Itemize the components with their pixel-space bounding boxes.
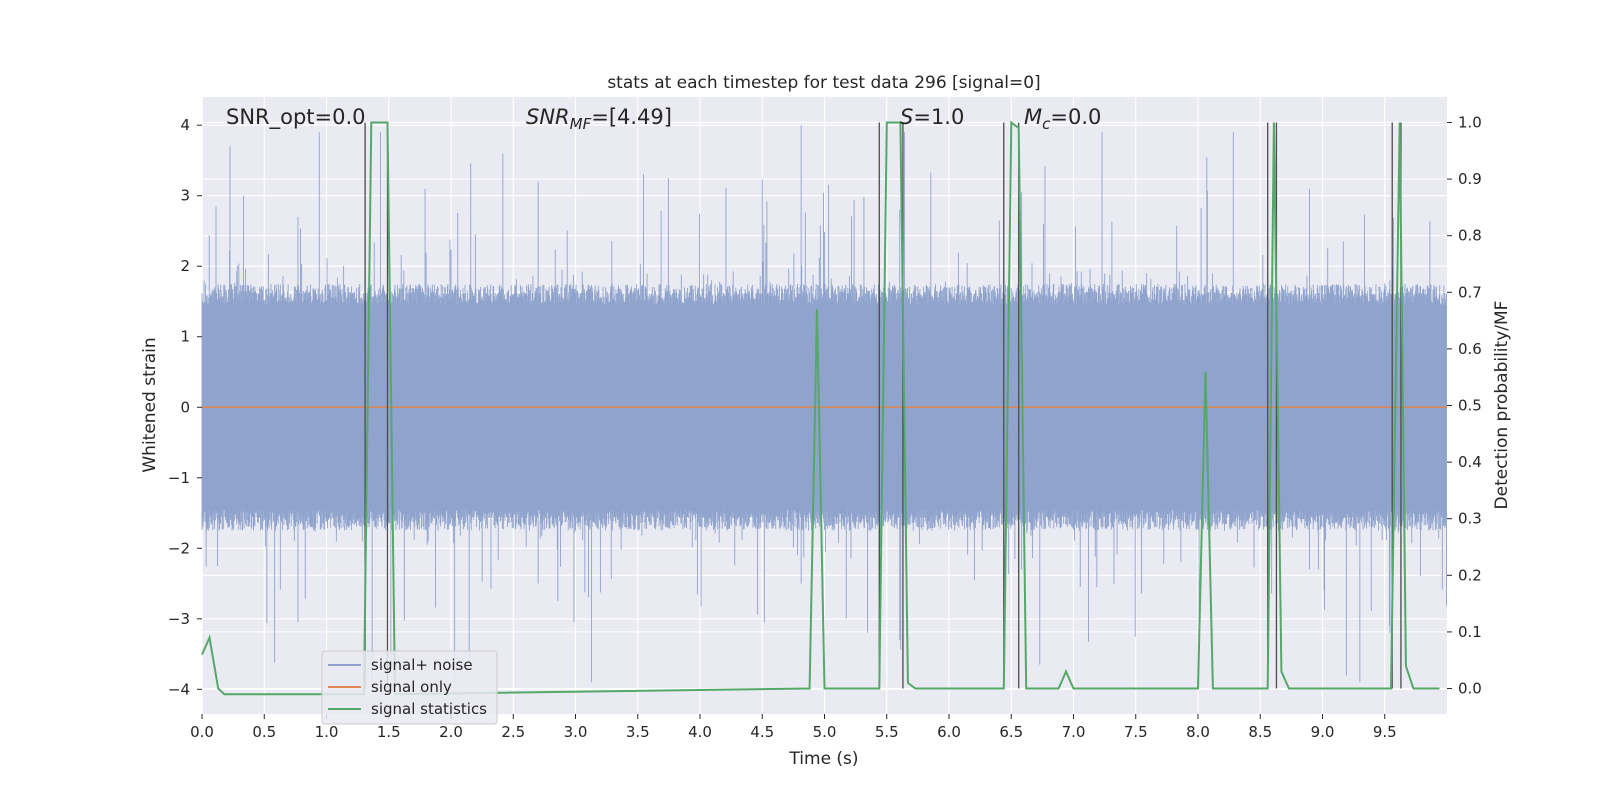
y-tick-label: 4 [180,116,190,134]
x-tick-label: 5.5 [875,723,899,741]
legend-label-signal-noise: signal+ noise [371,656,473,674]
x-tick-label: 7.5 [1124,723,1148,741]
x-tick-label: 0.5 [252,723,276,741]
noise-series [201,125,1447,683]
x-tick-label: 2.5 [501,723,525,741]
y-tick-label: −1 [168,469,190,487]
y-tick-label: −3 [168,610,190,628]
s-annotation: S=1.0 [900,105,964,129]
y-ticks: 4 3 2 1 0 −1 −2 −3 −4 [168,116,202,698]
y-tick-label: 3 [180,187,190,205]
y2-tick-label: 0.4 [1458,453,1482,471]
x-tick-label: 1.5 [377,723,401,741]
snr-mf-annotation: SNRMF=[4.49] [526,105,672,133]
signal-statistics-line [201,120,1440,696]
x-tick-label: 3.0 [564,723,588,741]
x-tick-label: 4.5 [750,723,774,741]
x-tick-label: 3.5 [626,723,650,741]
legend-label-signal-statistics: signal statistics [371,700,487,718]
x-tick-label: 8.0 [1186,723,1210,741]
y-tick-label: 2 [180,257,190,275]
x-ticks: 0.0 0.5 1.0 1.5 2.0 2.5 3.0 3.5 4.0 4.5 5.0 5.5 6.0 6… [190,714,1397,741]
y2-tick-label: 0.9 [1458,170,1482,188]
chart-title: stats at each timestep for test data 296… [607,73,1040,93]
y-tick-label: 1 [180,328,190,346]
legend: signal+ noise signal only signal statist… [321,650,498,725]
y2-tick-label: 0.1 [1458,623,1482,641]
x-tick-label: 8.5 [1248,723,1272,741]
y2-tick-label: 0.7 [1458,283,1482,301]
noise-trace [201,125,1447,683]
x-tick-label: 6.5 [999,723,1023,741]
y2-tick-label: 0.8 [1458,227,1482,245]
x-tick-label: 1.0 [315,723,339,741]
mc-annotation: Mc=0.0 [1024,105,1101,133]
legend-box [321,650,498,725]
x-tick-label: 9.5 [1373,723,1397,741]
y2-axis-label: Detection probability/MF [1492,301,1512,510]
y2-tick-label: 0.6 [1458,340,1482,358]
x-tick-label: 0.0 [190,723,214,741]
x-axis-label: Time (s) [788,749,858,769]
x-tick-label: 4.0 [688,723,712,741]
snr-opt-annotation: SNR_opt=0.0 [226,105,366,130]
legend-label-signal-only: signal only [371,678,452,696]
y2-tick-label: 0.3 [1458,510,1482,528]
y2-tick-label: 0.0 [1458,680,1482,698]
x-tick-label: 9.0 [1311,723,1335,741]
y2-ticks: 1.0 0.9 0.8 0.7 0.6 0.5 0.4 0.3 0.2 0.1 0.0 [1447,113,1482,698]
y-tick-label: −2 [168,539,190,557]
y2-tick-label: 0.2 [1458,566,1482,584]
y-tick-label: 0 [180,398,190,416]
y-axis-label: Whitened strain [140,337,160,472]
y2-tick-label: 0.5 [1458,397,1482,415]
y2-tick-label: 1.0 [1458,113,1482,131]
x-tick-label: 7.0 [1062,723,1086,741]
x-tick-label: 5.0 [813,723,837,741]
x-tick-label: 2.0 [439,723,463,741]
y-tick-label: −4 [168,680,190,698]
x-tick-label: 6.0 [937,723,961,741]
